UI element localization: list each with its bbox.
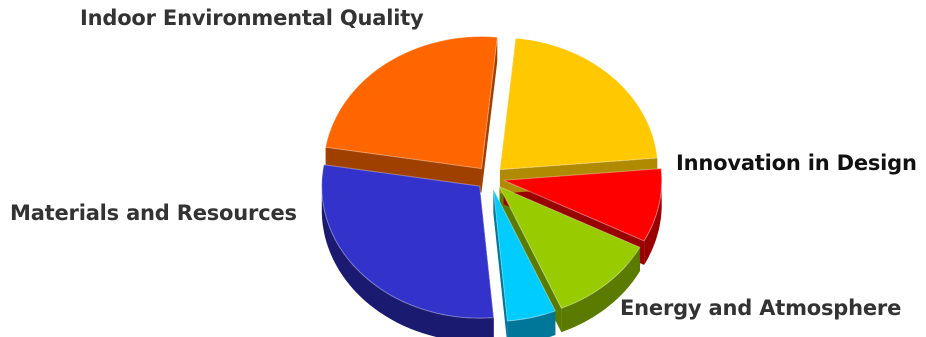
label-indoor-environmental-quality: Indoor Environmental Quality xyxy=(80,6,424,30)
slice-side-energy-and-atmosphere xyxy=(321,182,494,337)
slice-side-slice xyxy=(561,247,640,333)
slice-side-slice xyxy=(644,174,662,265)
slice-cut-materials-and-resources xyxy=(481,37,498,193)
slice-energy-and-atmosphere xyxy=(321,164,495,319)
label-energy-and-atmosphere: Energy and Atmosphere xyxy=(620,296,902,320)
slice-slice xyxy=(498,185,641,309)
slice-indoor-environmental-quality xyxy=(499,37,658,171)
slice-materials-and-resources xyxy=(325,36,498,170)
slice-side-innovation-in-design xyxy=(507,311,556,337)
slice-slice xyxy=(503,168,663,242)
label-innovation-in-design: Innovation in Design xyxy=(676,151,917,175)
label-materials-and-resources: Materials and Resources xyxy=(10,201,297,225)
slice-cut-innovation-in-design xyxy=(493,189,508,337)
slice-innovation-in-design xyxy=(492,189,557,322)
